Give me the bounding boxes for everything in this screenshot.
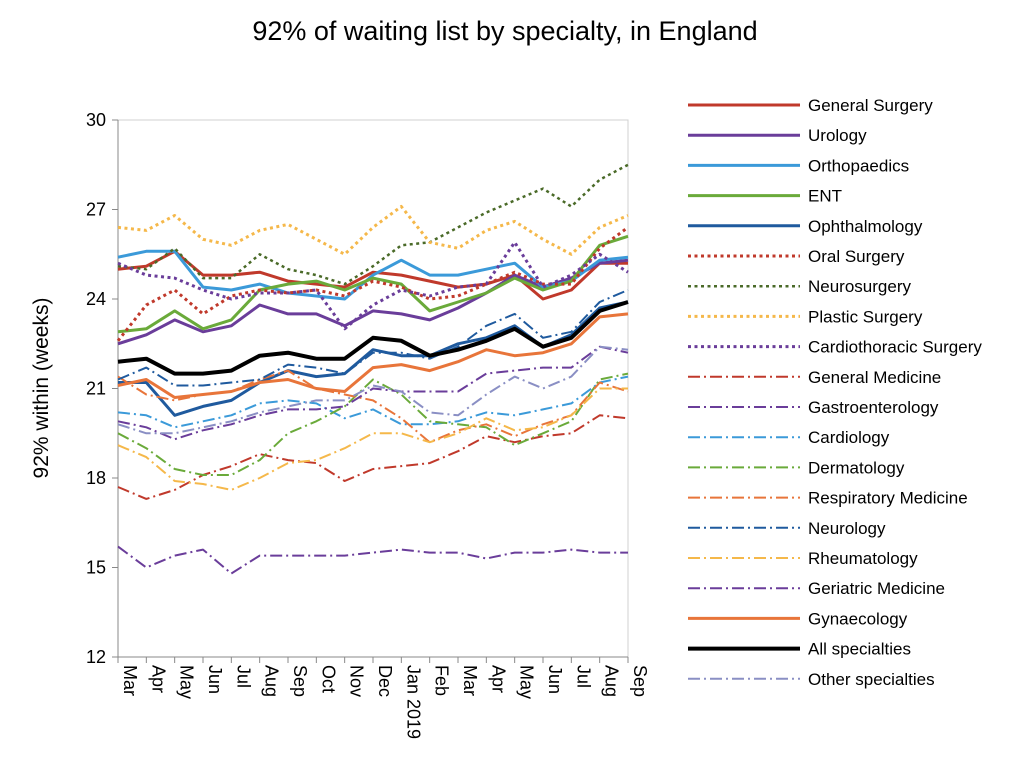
y-tick-label: 27 [86,200,106,220]
legend-label-cardiology: Cardiology [808,428,890,447]
series-line-ophthalmology [118,300,629,417]
x-tick-label: Mar [120,665,140,696]
series-line-geriatric-medicine [117,345,629,441]
x-axis: Mar Apr May Jun Jul Aug Sep Oct Nov Dec Jan 2019 Fe… [117,656,650,739]
series-line-neurosurgery [117,163,629,286]
x-tick-label: Jul [233,665,253,688]
x-tick-label: Sep [290,665,310,697]
legend-label-general-medicine: General Medicine [808,368,941,387]
x-tick-label: Jul [573,665,593,688]
legend-label-neurology: Neurology [808,519,886,538]
legend-label-dermatology: Dermatology [808,458,905,477]
legend-label-urology: Urology [808,126,867,145]
legend-label-general-surgery: General Surgery [808,96,933,115]
legend-label-orthopaedics: Orthopaedics [808,156,909,175]
legend-label-gastroenterology: Gastroenterology [808,398,939,417]
y-tick-label: 12 [86,647,106,667]
legend-label-neurosurgery: Neurosurgery [808,277,911,296]
y-tick-label: 21 [86,379,106,399]
x-tick-label: Apr [488,665,508,693]
x-tick-label: Jun [545,665,565,694]
y-tick-label: 30 [86,110,106,130]
legend-label-ophthalmology: Ophthalmology [808,217,923,236]
x-tick-label: Nov [347,665,367,697]
x-tick-label: Jun [205,665,225,694]
y-tick-label: 24 [86,289,106,309]
legend-label-cardiothoracic-surgery: Cardiothoracic Surgery [808,338,982,357]
series-line-gynaecology [117,312,629,399]
x-tick-label: Aug [602,665,622,697]
legend-label-geriatric-medicine: Geriatric Medicine [808,579,945,598]
x-tick-label: Apr [148,665,168,693]
series-layer [116,163,629,575]
series-line-dermatology [117,372,629,476]
series-line-general-medicine [117,414,629,500]
legend-label-rheumatology: Rheumatology [808,549,918,568]
x-tick-label: Aug [262,665,282,697]
legend: General Surgery Urology Orthopaedics ENT Oph… [688,96,982,689]
series-line-oral-surgery [116,226,629,342]
y-axis-label: 92% within (weeks) [30,298,53,479]
series-line-gastroenterology [117,545,628,575]
legend-label-plastic-surgery: Plastic Surgery [808,307,923,326]
series-line-respiratory-medicine [117,369,629,444]
x-tick-label: May [517,665,537,699]
x-tick-label: Jan 2019 [403,665,423,739]
x-tick-label: Mar [460,665,480,696]
x-tick-label: May [177,665,197,699]
series-line-cardiology [117,375,629,429]
series-line-plastic-surgery [117,205,629,256]
series-line-general-surgery [117,249,628,301]
x-tick-label: Feb [432,665,452,696]
legend-label-other-specialties: Other specialties [808,670,935,689]
legend-label-oral-surgery: Oral Surgery [808,247,905,266]
series-line-neurology [117,289,629,387]
x-tick-label: Oct [318,665,338,693]
y-axis: 12 15 18 21 24 27 30 [86,110,119,667]
y-tick-label: 15 [86,558,106,578]
legend-label-gynaecology: Gynaecology [808,609,908,628]
series-line-all-specialties [117,300,629,376]
legend-label-respiratory-medicine: Respiratory Medicine [808,489,968,508]
y-tick-label: 18 [86,468,106,488]
series-line-ent [117,234,629,334]
legend-label-all-specialties: All specialties [808,640,911,659]
legend-label-ent: ENT [808,187,842,206]
x-tick-label: Sep [630,665,650,697]
chart-title: 92% of waiting list by specialty, in Eng… [252,16,757,46]
x-tick-label: Dec [375,665,395,697]
series-line-orthopaedics [117,249,629,301]
series-line-rheumatology [117,387,628,491]
series-line-other-specialties [117,345,629,435]
